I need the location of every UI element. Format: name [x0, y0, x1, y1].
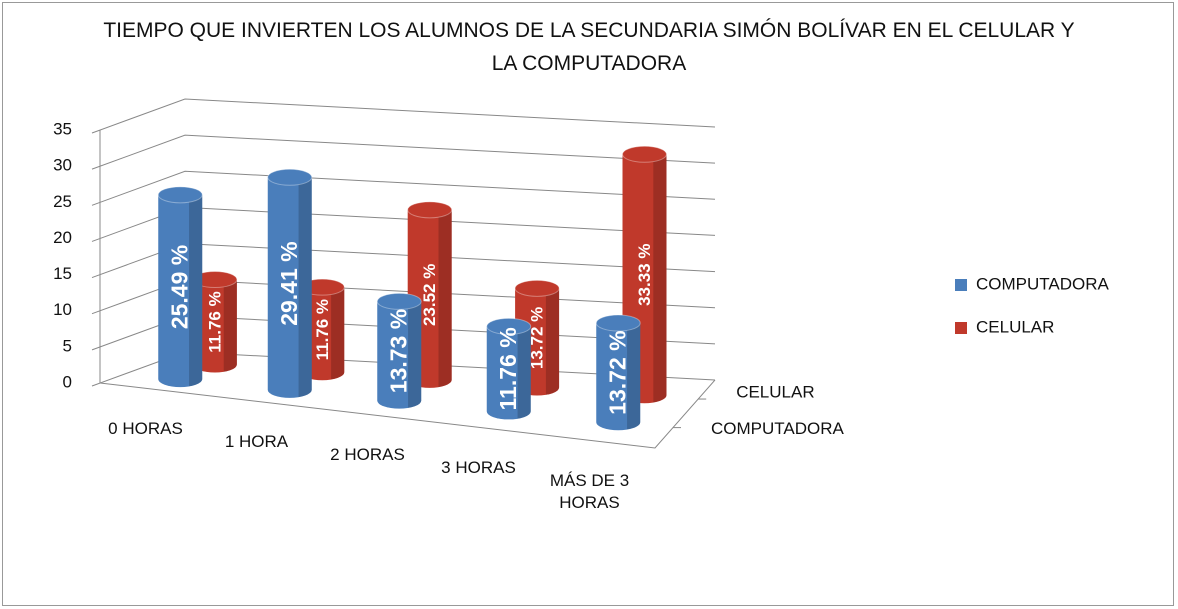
cylinder-shade [189, 194, 203, 387]
cylinder-top [595, 314, 641, 332]
x-tick-label: MÁS DE 3 HORAS [549, 470, 630, 512]
cylinder-shade [653, 154, 667, 403]
y-tick-label: 20 [53, 228, 72, 247]
cylinder-shade [223, 279, 237, 372]
grid-line [91, 134, 716, 170]
cylinder-top [376, 292, 422, 310]
value-label: 33.33 % [635, 244, 654, 306]
x-tick-label: 2 HORAS [330, 444, 405, 464]
cylinder-shade [408, 301, 422, 408]
y-tick-label: 5 [63, 336, 72, 355]
value-label: 13.72 % [528, 307, 547, 369]
y-tick-label: 0 [63, 372, 72, 391]
legend-swatch [955, 322, 967, 334]
cylinder: 13.73 % [376, 292, 422, 409]
cylinder-shade [517, 326, 531, 419]
cylinder-top [514, 279, 560, 297]
cylinder-shade [627, 323, 641, 430]
value-label: 11.76 % [313, 299, 332, 360]
value-label: 23.52 % [420, 264, 439, 326]
value-label: 11.76 % [205, 291, 224, 352]
chart-title: TIEMPO QUE INVIERTEN LOS ALUMNOS DE LA S… [103, 19, 1075, 75]
cylinder-top [486, 317, 532, 335]
y-tick-label: 25 [53, 192, 72, 211]
x-tick-label: 0 HORAS [108, 418, 183, 438]
cylinder-shade [331, 287, 345, 380]
cylinder-top [267, 168, 313, 186]
cylinder: 25.49 % [157, 186, 203, 388]
grid-line [91, 98, 716, 134]
cylinder: 29.41 % [267, 168, 313, 398]
grid-line [91, 170, 716, 206]
cylinder-body [377, 301, 422, 409]
depth-label: CELULAR [736, 383, 814, 402]
depth-label: COMPUTADORA [711, 419, 845, 438]
cylinder-shade [298, 177, 312, 398]
cylinder: 13.72 % [595, 314, 641, 431]
y-tick-label: 30 [53, 156, 72, 175]
legend-label: CELULAR [976, 317, 1054, 336]
x-tick-label: 3 HORAS [441, 457, 516, 477]
cylinder: 11.76 % [192, 271, 238, 373]
cylinder-body [192, 279, 237, 373]
cylinder-shade [545, 288, 560, 395]
cylinder-body [486, 326, 531, 420]
cylinder-top [622, 145, 667, 163]
value-label: 11.76 % [495, 327, 521, 410]
cylinder-top [407, 201, 453, 219]
y-tick-label: 35 [53, 119, 72, 138]
cylinder-shade [438, 209, 452, 388]
value-label: 13.73 % [385, 309, 411, 393]
floor-edge [99, 379, 716, 449]
cylinder: 11.76 % [486, 317, 532, 420]
cylinder-body [158, 194, 203, 388]
cylinder-top [157, 186, 203, 204]
x-tick-label: 1 HORA [224, 431, 289, 451]
value-label: 25.49 % [166, 245, 192, 329]
value-label: 13.72 % [604, 330, 630, 414]
cylinder-body [596, 323, 641, 431]
value-label: 29.41 % [276, 241, 302, 325]
y-tick-label: 15 [53, 264, 72, 283]
legend-label: COMPUTADORA [976, 274, 1110, 293]
legend-swatch [955, 279, 967, 291]
cylinder-body [267, 177, 312, 398]
y-tick-label: 10 [53, 300, 72, 319]
